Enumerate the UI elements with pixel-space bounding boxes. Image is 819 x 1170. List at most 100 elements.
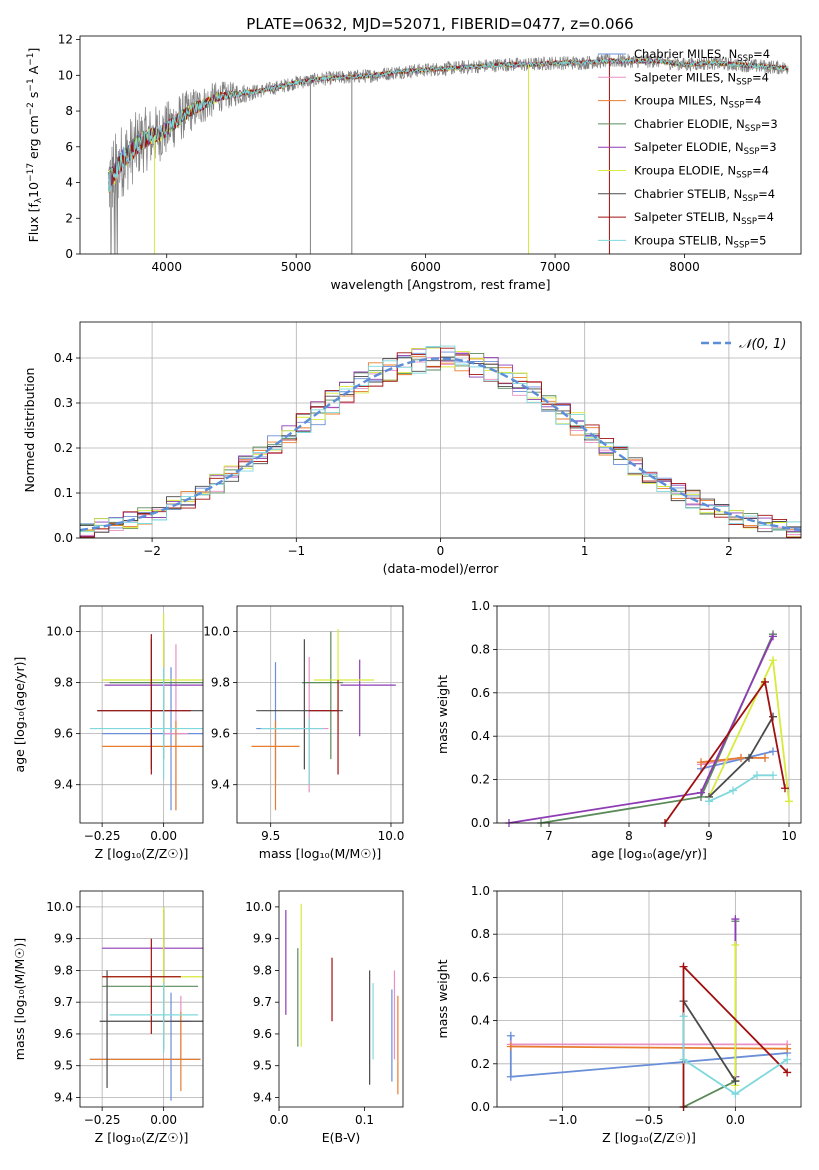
x-tick-label: 8000 [669,260,700,274]
error-bar-point [340,659,396,737]
axes-frame [496,890,802,1108]
x-axis-label: wavelength [Angstrom, rest frame] [330,277,550,292]
y-tick-label: 0.0 [471,816,490,830]
y-tick-label: 9.7 [253,995,272,1009]
y-tick-label: 0.0 [471,1100,490,1114]
axes-frame [79,35,802,255]
weight-point-marker [679,962,688,971]
model-spectrum [108,57,789,193]
y-tick-label: 9.4 [211,778,230,792]
x-tick-label: −1.0 [548,1113,577,1127]
residual-histogram [80,345,801,533]
error-bar-point [102,906,199,1050]
y-tick-label: 9.8 [54,676,73,690]
weight-point-marker [783,1068,792,1077]
error-bar-point [256,662,300,780]
y-axis-label: mass [log₁₀(M/M☉)] [12,938,27,1060]
y-axis-label: Flux [fλ10−17 erg cm−2 s−1 A−1] [26,48,44,243]
y-tick-label: 0.0 [54,531,73,545]
residuals-panel: −2 −1 0 1 2 0.0 0.1 0.2 0.3 0.4 (data-model)/error… [22,321,802,576]
mass-vs-Z-panel: −0.25 0.00 9.4 9.5 9.6 9.7 9.8 9.9 10.0 Z [log₁₀(… [12,890,204,1145]
y-tick-label: 9.5 [54,1059,73,1073]
y-tick-label: 0.6 [471,970,490,984]
y-tick-label: 9.8 [253,963,272,977]
legend-entry: Chabrier ELODIE, NSSP=3 [634,117,778,134]
age-vs-Z-panel: −0.25 0.00 9.4 9.6 9.8 10.0 Z [log₁₀(Z/Z☉)] age… [12,605,204,861]
y-axis-label: mass weight [435,959,450,1038]
x-tick-label: 0.00 [150,829,177,843]
x-tick-label: 0.00 [150,1113,177,1127]
y-tick-label: 9.9 [54,932,73,946]
weight-point-marker [731,941,740,949]
weight-point-marker [697,788,705,797]
x-axis-label: Z [log₁₀(Z/Z☉)] [602,1130,696,1145]
y-tick-label: 1.0 [471,884,490,898]
y-tick-label: 0.3 [54,396,73,410]
error-bar-point [102,720,203,811]
axes-frame [79,321,802,539]
weight-series-line [700,750,774,770]
weight-point-marker [761,753,769,762]
weight-series-line [540,633,774,823]
x-axis-label: E(B-V) [322,1130,361,1145]
error-bar-point [309,680,339,775]
figure-title: PLATE=0632, MJD=52071, FIBERID=0477, z=0… [246,15,633,33]
spectrum-legend: Chabrier MILES, NSSP=4 Salpeter MILES, NS… [598,47,778,250]
x-tick-label: 0.1 [355,1113,374,1127]
y-tick-label: 0.8 [471,927,490,941]
x-tick-label: 6000 [410,260,441,274]
weight-point-marker [679,1055,688,1064]
weight-series-line [682,1000,737,1082]
y-tick-label: 12 [58,33,73,47]
y-tick-label: 1.0 [471,599,490,613]
error-bar-point [261,718,324,785]
x-axis-label: age [log₁₀(age/yr)] [591,846,707,861]
error-bar-point [301,631,343,760]
weight-point-marker [745,753,753,762]
x-axis-label: (data-model)/error [383,561,500,576]
axes-frame [278,890,404,1108]
y-tick-label: 9.6 [54,727,73,741]
error-bar-point [99,970,203,1088]
error-bar-point [97,639,203,770]
x-tick-label: 9.5 [261,829,280,843]
y-tick-label: 9.8 [54,963,73,977]
weight-point-marker [697,758,705,767]
legend-entry: Salpeter ELODIE, NSSP=3 [634,140,777,157]
normal-curve [80,357,801,532]
weight-series-line [682,1016,788,1096]
x-tick-label: −2 [143,544,161,558]
x-tick-label: 4000 [151,260,182,274]
y-tick-label: 0.2 [471,773,490,787]
weight-point-marker [737,753,745,762]
y-tick-label: 9.4 [253,1090,272,1104]
mass-vs-EBV-panel: 0.0 0.1 9.4 9.5 9.6 9.7 9.8 9.9 10.0 E(B-V) [245,890,404,1145]
spectrum-panel: 4000 5000 6000 7000 8000 0 2 4 6 8 10 12 wavelength … [26,33,802,292]
x-tick-label: −0.5 [634,1113,663,1127]
weight-series-line [708,774,773,803]
y-tick-label: 10.0 [245,900,272,914]
x-tick-label: 1 [581,544,589,558]
y-tick-label: 0 [65,247,73,261]
x-tick-label: 2 [725,544,733,558]
legend-entry: 𝒩(0, 1) [739,337,786,352]
y-tick-label: 10.0 [46,900,73,914]
weight-point-marker [506,1072,515,1081]
x-axis-label: mass [log₁₀(M/M☉)] [259,846,381,861]
weight-point-marker [705,797,713,806]
weight-point-marker [679,1012,688,1021]
age-vs-mass-panel: 9.5 10.0 9.4 9.6 9.8 10.0 mass [log₁₀(M/M☉)] [203,605,404,861]
y-axis-label: mass weight [435,675,450,754]
x-tick-label: 8 [625,829,633,843]
error-bar-point [109,983,199,1053]
weight-point-marker [769,656,777,665]
y-tick-label: 9.4 [54,1090,73,1104]
weight-point-marker [769,712,777,721]
y-tick-label: 0.6 [471,686,490,700]
weight-point-marker [781,784,789,793]
y-tick-label: 0.1 [54,486,73,500]
y-tick-label: 9.4 [54,778,73,792]
axes-frame [79,605,204,824]
x-tick-label: −0.25 [84,829,121,843]
